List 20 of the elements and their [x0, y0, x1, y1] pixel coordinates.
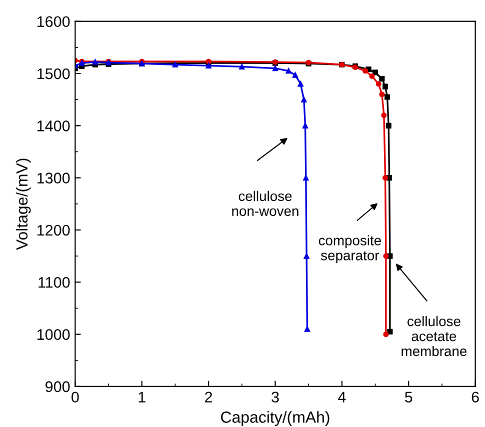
y-tick-label: 1300	[37, 172, 70, 184]
x-tick-label: 5	[404, 392, 412, 403]
x-tick-label: 4	[338, 392, 346, 402]
x-axis-title: Capacity/(mAh)	[221, 411, 330, 426]
y-tick-label: 1200	[37, 224, 70, 236]
annotation: cellulose non-woven	[232, 190, 298, 216]
annotation: composite separator	[318, 235, 381, 264]
x-tick-label: 6	[472, 392, 479, 403]
x-tick-label: 2	[205, 392, 212, 402]
y-tick-label: 900	[46, 381, 70, 392]
y-tick-label: 1100	[38, 276, 70, 288]
y-tick-label: 1000	[37, 329, 70, 340]
annotation: cellulose acetate membrane	[402, 316, 467, 356]
x-tick-label: 0	[72, 392, 79, 403]
y-tick-label: 1600	[37, 16, 70, 28]
y-axis-title: Voltage/(mV)	[16, 158, 31, 250]
x-tick-label: 3	[272, 392, 279, 403]
y-tick-label: 1400	[37, 120, 70, 132]
x-tick-label: 1	[138, 392, 146, 402]
y-tick-label: 1500	[37, 68, 70, 80]
